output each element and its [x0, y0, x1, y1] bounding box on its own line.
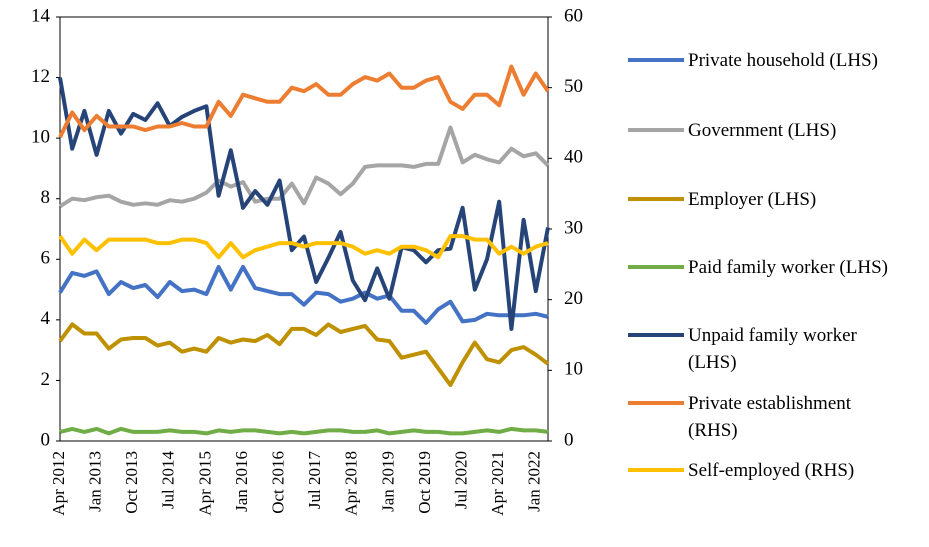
series-line: [58, 64, 550, 138]
legend-label: Paid family worker (LHS): [688, 257, 888, 278]
legend-swatch: [628, 265, 684, 269]
series-line: [58, 234, 549, 260]
y-tick-label: 2: [41, 369, 51, 390]
y-tick-label: 8: [41, 187, 51, 208]
legend-item: Paid family worker (LHS): [628, 254, 893, 281]
x-tick-label: Oct 2016: [269, 451, 288, 514]
y2-tick-label: 40: [564, 147, 583, 168]
legend-label: Employer (LHS): [688, 189, 817, 210]
legend-swatch: [628, 468, 684, 472]
legend-label: Self-employed (RHS): [688, 460, 855, 481]
y2-tick-label: 20: [564, 288, 583, 309]
series-line: [58, 264, 549, 325]
legend-swatch: [628, 401, 684, 405]
legend-swatch: [628, 58, 684, 62]
y-tick-label: 4: [41, 308, 51, 329]
y-tick-label: 10: [31, 127, 50, 148]
legend-item: Self-employed (RHS): [628, 457, 928, 484]
x-tick-label: Jan 2016: [232, 451, 251, 512]
series-line: [58, 77, 550, 331]
x-tick-label: Jul 2014: [159, 451, 178, 510]
legend-label: Unpaid family worker (LHS): [688, 325, 857, 373]
legend-item: Private household (LHS): [628, 47, 928, 74]
y-tick-label: 6: [41, 248, 51, 269]
legend-item: Private establishment (RHS): [628, 390, 893, 444]
legend-swatch: [628, 197, 684, 201]
x-tick-label: Apr 2018: [342, 451, 361, 516]
series-line: [59, 426, 549, 436]
x-tick-label: Jan 2019: [378, 451, 397, 512]
x-tick-label: Apr 2015: [195, 451, 214, 516]
x-tick-label: Jan 2013: [86, 451, 105, 512]
y-tick-label: 12: [31, 66, 50, 87]
y2-tick-label: 10: [564, 359, 583, 380]
y2-tick-label: 50: [564, 76, 583, 97]
series-line: [58, 125, 550, 208]
x-tick-label: Oct 2013: [122, 451, 141, 514]
y2-tick-label: 30: [564, 217, 583, 238]
x-tick-label: Oct 2019: [415, 451, 434, 514]
plot-frame: [59, 16, 549, 442]
legend-item: Employer (LHS): [628, 186, 928, 213]
y2-tick-label: 60: [564, 5, 583, 26]
x-tick-label: Jan 2022: [525, 451, 544, 512]
legend-item: Government (LHS): [628, 117, 928, 144]
y2-tick-label: 0: [564, 429, 574, 450]
legend-swatch: [628, 333, 684, 337]
series-line: [58, 322, 550, 387]
x-tick-label: Apr 2021: [488, 451, 507, 516]
legend-swatch: [628, 128, 684, 132]
x-tick-label: Jul 2020: [452, 451, 471, 509]
x-tick-label: Jul 2017: [305, 451, 324, 510]
legend-label: Private establishment (RHS): [688, 393, 852, 441]
legend-item: Unpaid family worker (LHS): [628, 322, 893, 376]
x-tick-label: Apr 2012: [49, 451, 68, 516]
legend-label: Government (LHS): [688, 120, 837, 141]
y-tick-label: 0: [41, 429, 51, 450]
y-tick-label: 14: [31, 5, 51, 26]
legend-label: Private household (LHS): [688, 50, 878, 71]
